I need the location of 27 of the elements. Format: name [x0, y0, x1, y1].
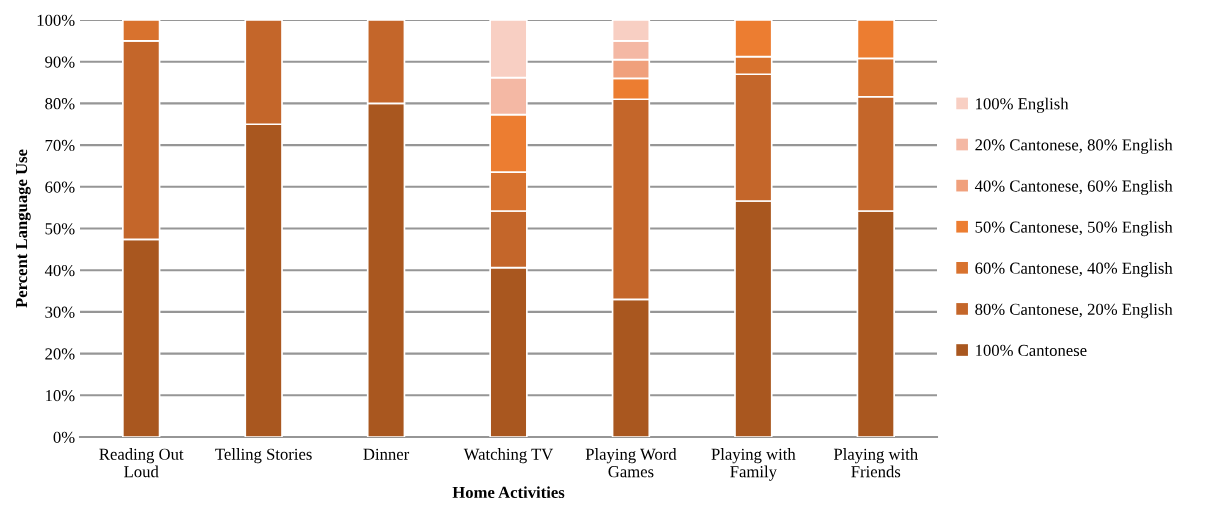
x-tick-label: Telling Stories [215, 448, 312, 464]
legend-label: 20% Cantonese, 80% English [975, 138, 1173, 154]
y-tick-label: 90% [45, 56, 75, 68]
y-tick-label: 60% [45, 181, 75, 193]
x-tick-label: Watching TV [463, 448, 554, 464]
legend-label: 100% Cantonese [976, 344, 1087, 357]
legend-label: 50% Cantonese, 50% English [975, 220, 1173, 237]
y-tick-label: 100% [37, 14, 75, 26]
y-axis-title: Percent Language Use [16, 149, 31, 308]
y-tick-label: 50% [45, 223, 75, 235]
x-tick-label: Dinner [363, 448, 410, 460]
x-tick-label: Playing with Family [711, 448, 796, 481]
x-tick-label: Playing Word Games [585, 448, 677, 478]
y-tick-label: 20% [45, 348, 75, 360]
y-tick-label: 40% [44, 264, 75, 277]
x-tick-label: Reading Out Loud [99, 448, 184, 478]
y-tick-label: 70% [45, 139, 75, 152]
legend-label: 80% Cantonese, 20% English [975, 303, 1173, 319]
y-tick-label: 30% [45, 306, 75, 318]
legend-label: 40% Cantonese, 60% English [974, 179, 1173, 196]
x-axis-title: Home Activities [452, 486, 565, 499]
x-tick-label: Playing with Friends [833, 448, 918, 478]
y-tick-label: 0% [53, 431, 75, 443]
legend-label: 60% Cantonese, 40% English [975, 262, 1173, 278]
y-tick-label: 80% [45, 98, 75, 110]
y-tick-label: 10% [46, 390, 75, 402]
legend-label: 100% English [976, 97, 1069, 113]
